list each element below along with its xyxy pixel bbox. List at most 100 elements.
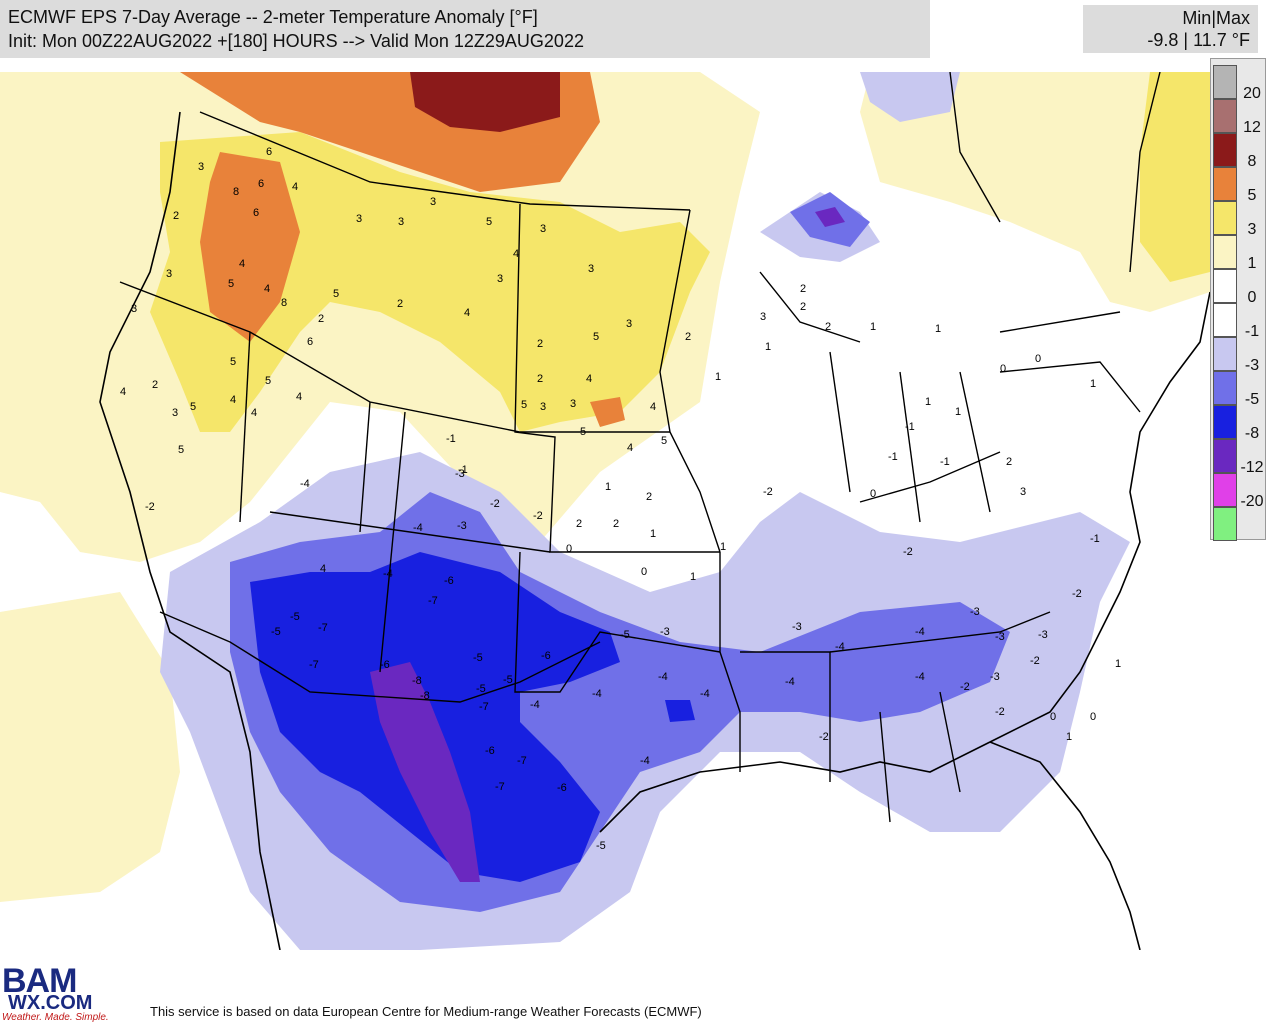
- anomaly-label: 3: [166, 268, 172, 280]
- bamwx-logo: BAM WX.COM Weather. Made. Simple.: [2, 962, 109, 1023]
- anomaly-label: -1: [905, 421, 915, 433]
- anomaly-label: -1: [888, 451, 898, 463]
- anomaly-label: -4: [383, 568, 393, 580]
- anomaly-label: -2: [533, 510, 543, 522]
- anomaly-label: -7: [309, 659, 319, 671]
- cool-minus1-3-canada: [860, 72, 960, 122]
- anomaly-label: -7: [517, 755, 527, 767]
- anomaly-label: 3: [497, 273, 503, 285]
- anomaly-label: 2: [318, 313, 324, 325]
- anomaly-label: 0: [1035, 353, 1041, 365]
- anomaly-label: -7: [318, 622, 328, 634]
- anomaly-label: 1: [720, 541, 726, 553]
- anomaly-label: -2: [1072, 588, 1082, 600]
- anomaly-label: -5: [620, 629, 630, 641]
- legend-label: -12: [1240, 459, 1264, 476]
- anomaly-label: 0: [566, 543, 572, 555]
- anomaly-label: 4: [513, 248, 519, 260]
- anomaly-label: 5: [521, 399, 527, 411]
- anomaly-label: 1: [1115, 658, 1121, 670]
- anomaly-label: -4: [592, 688, 602, 700]
- anomaly-label: -4: [700, 688, 710, 700]
- legend-swatch: [1213, 439, 1237, 473]
- anomaly-label: 0: [1090, 711, 1096, 723]
- anomaly-label: 4: [586, 373, 592, 385]
- legend-swatch: [1213, 371, 1237, 405]
- anomaly-label: 1: [925, 396, 931, 408]
- anomaly-label: -4: [413, 522, 423, 534]
- anomaly-label: -1: [1090, 533, 1100, 545]
- anomaly-label: -2: [960, 681, 970, 693]
- anomaly-label: -7: [479, 701, 489, 713]
- anomaly-label: -8: [420, 690, 430, 702]
- anomaly-label: 6: [253, 207, 259, 219]
- anomaly-label: 5: [190, 401, 196, 413]
- anomaly-label: 2: [537, 373, 543, 385]
- anomaly-label: 5: [661, 435, 667, 447]
- anomaly-label: 4: [627, 442, 633, 454]
- anomaly-label: 2: [800, 283, 806, 295]
- cool-minus5-8-texas: [665, 700, 695, 722]
- anomaly-label: 1: [715, 371, 721, 383]
- legend-swatch: [1213, 405, 1237, 439]
- anomaly-label: 5: [580, 426, 586, 438]
- anomaly-label: 3: [570, 398, 576, 410]
- anomaly-label: -6: [541, 650, 551, 662]
- anomaly-label: 2: [1006, 456, 1012, 468]
- state-boundaries: [119, 72, 1161, 823]
- legend-swatch: [1213, 507, 1237, 541]
- legend-label: -5: [1244, 391, 1260, 408]
- legend-label: 12: [1243, 119, 1261, 136]
- legend-label: 8: [1247, 153, 1257, 170]
- anomaly-label: 3: [540, 223, 546, 235]
- anomaly-label: 4: [230, 394, 236, 406]
- anomaly-label: 8: [281, 297, 287, 309]
- anomaly-label: 4: [239, 258, 245, 270]
- anomaly-label: -4: [915, 626, 925, 638]
- anomaly-label: 0: [870, 488, 876, 500]
- map-title-box: ECMWF EPS 7-Day Average -- 2-meter Tempe…: [0, 0, 930, 58]
- coastlines: [99, 111, 1211, 950]
- anomaly-label: 1: [1066, 731, 1072, 743]
- anomaly-label: 3: [430, 196, 436, 208]
- anomaly-label: 3: [198, 161, 204, 173]
- anomaly-map: 6 8 6 4 6 3 2 5 3 3 4 4 5 8 6 2 5 4 3 5 …: [0, 72, 1280, 950]
- anomaly-label: -2: [1030, 655, 1040, 667]
- anomaly-label: -6: [380, 659, 390, 671]
- anomaly-label: 4: [464, 307, 470, 319]
- anomaly-label: -2: [145, 501, 155, 513]
- anomaly-label: 5: [265, 375, 271, 387]
- legend-label: -20: [1240, 493, 1264, 510]
- anomaly-label: -5: [596, 840, 606, 852]
- anomaly-label: 5: [486, 216, 492, 228]
- anomaly-label: 2: [537, 338, 543, 350]
- anomaly-label: 4: [320, 563, 326, 575]
- anomaly-label: 2: [397, 298, 403, 310]
- anomaly-label: -5: [271, 626, 281, 638]
- anomaly-label: -4: [835, 641, 845, 653]
- anomaly-label: 3: [588, 263, 594, 275]
- anomaly-label: 2: [685, 331, 691, 343]
- legend-label: 0: [1247, 289, 1257, 306]
- legend-label: -3: [1244, 357, 1260, 374]
- anomaly-label: -2: [903, 546, 913, 558]
- data-attribution: This service is based on data European C…: [150, 1004, 702, 1019]
- anomaly-label: -4: [640, 755, 650, 767]
- anomaly-label: -4: [530, 699, 540, 711]
- anomaly-label: 2: [152, 379, 158, 391]
- anomaly-label: 5: [178, 444, 184, 456]
- anomaly-label: -1: [446, 433, 456, 445]
- color-legend: 20 12 8 5 3 1 0 -1 -3 -5 -8 -12 -20: [1210, 58, 1266, 541]
- warm-5-8-nebraska: [590, 397, 625, 427]
- anomaly-label: -6: [557, 782, 567, 794]
- legend-swatch: [1213, 269, 1237, 303]
- anomaly-label: -2: [819, 731, 829, 743]
- legend-label: -8: [1244, 425, 1260, 442]
- anomaly-label: -5: [290, 611, 300, 623]
- anomaly-label: -5: [503, 674, 513, 686]
- anomaly-label: 2: [613, 518, 619, 530]
- anomaly-label: -6: [444, 575, 454, 587]
- anomaly-label: 3: [626, 318, 632, 330]
- anomaly-label: -1: [458, 464, 468, 476]
- anomaly-label: -3: [995, 631, 1005, 643]
